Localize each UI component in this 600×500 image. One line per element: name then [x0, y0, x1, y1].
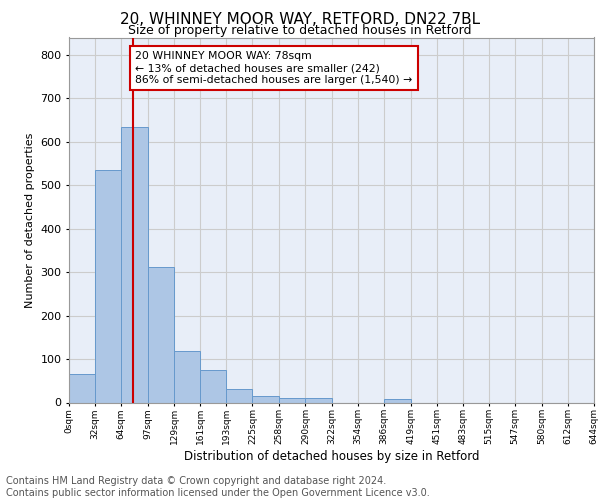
Bar	[305, 398, 331, 402]
Bar	[95, 170, 122, 402]
Bar	[383, 400, 410, 402]
Y-axis label: Number of detached properties: Number of detached properties	[25, 132, 35, 308]
Bar	[280, 398, 305, 402]
Bar	[253, 396, 280, 402]
X-axis label: Distribution of detached houses by size in Retford: Distribution of detached houses by size …	[184, 450, 479, 463]
Bar	[148, 267, 174, 402]
Bar	[226, 390, 253, 402]
Bar	[174, 351, 200, 403]
Text: 20, WHINNEY MOOR WAY, RETFORD, DN22 7BL: 20, WHINNEY MOOR WAY, RETFORD, DN22 7BL	[120, 12, 480, 28]
Text: 20 WHINNEY MOOR WAY: 78sqm
← 13% of detached houses are smaller (242)
86% of sem: 20 WHINNEY MOOR WAY: 78sqm ← 13% of deta…	[135, 52, 412, 84]
Text: Contains HM Land Registry data © Crown copyright and database right 2024.
Contai: Contains HM Land Registry data © Crown c…	[6, 476, 430, 498]
Text: Size of property relative to detached houses in Retford: Size of property relative to detached ho…	[128, 24, 472, 37]
Bar	[69, 374, 95, 402]
Bar	[121, 126, 148, 402]
Bar	[200, 370, 226, 402]
